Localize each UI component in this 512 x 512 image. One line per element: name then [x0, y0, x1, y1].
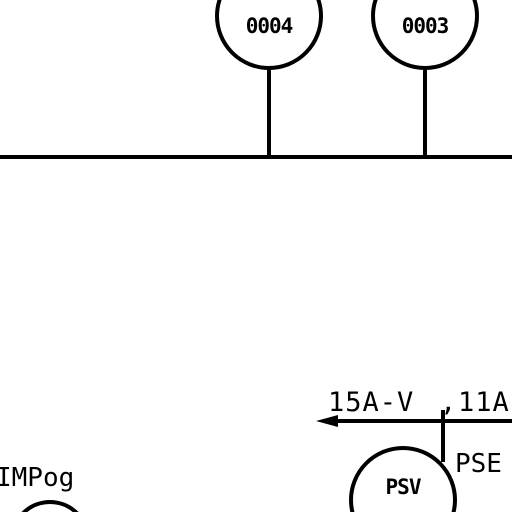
side-tag-pse: PSE — [455, 449, 502, 479]
line-label-11a: 11A — [458, 387, 510, 418]
instrument-tag-0004: 0004 — [246, 14, 293, 38]
line-label-separator: , — [440, 387, 457, 418]
instrument-tag-psv: PSV — [386, 475, 422, 499]
partial-instrument-bubble — [21, 500, 79, 512]
psv-bubble — [349, 446, 457, 512]
left-tag-impog: IMPog — [0, 463, 74, 493]
flow-arrow-icon — [316, 415, 338, 427]
instrument-tag-0003: 0003 — [402, 14, 449, 38]
line-label-15a-v: 15A-V — [328, 387, 414, 418]
